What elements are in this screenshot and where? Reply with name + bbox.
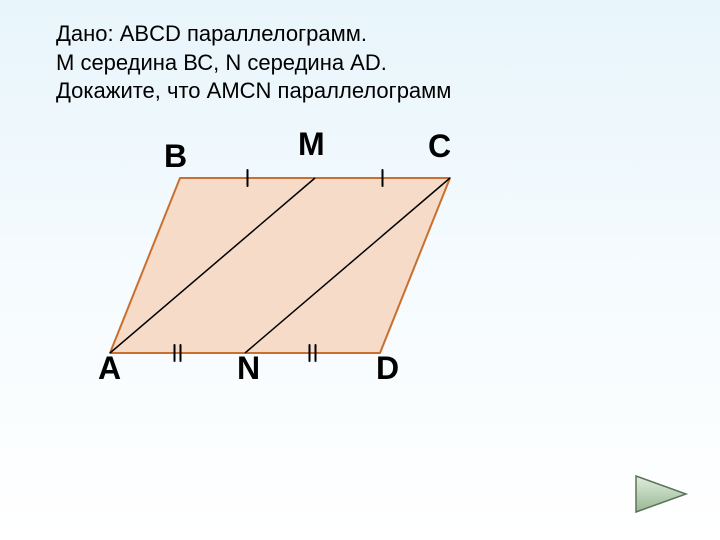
next-icon <box>630 470 692 518</box>
problem-line-1: Дано: АBCD параллелограмм. <box>56 21 367 46</box>
label-C: C <box>428 128 451 165</box>
label-A: A <box>98 350 121 387</box>
label-N: N <box>237 350 260 387</box>
problem-line-2: М середина ВС, N середина АD. <box>56 50 387 75</box>
label-M: M <box>298 126 325 163</box>
next-button[interactable] <box>630 470 692 518</box>
problem-statement: Дано: АBCD параллелограмм. М середина ВС… <box>56 20 451 106</box>
label-B: B <box>164 138 187 175</box>
label-D: D <box>376 350 399 387</box>
problem-line-3: Докажите, что AMCN параллелограмм <box>56 78 451 103</box>
